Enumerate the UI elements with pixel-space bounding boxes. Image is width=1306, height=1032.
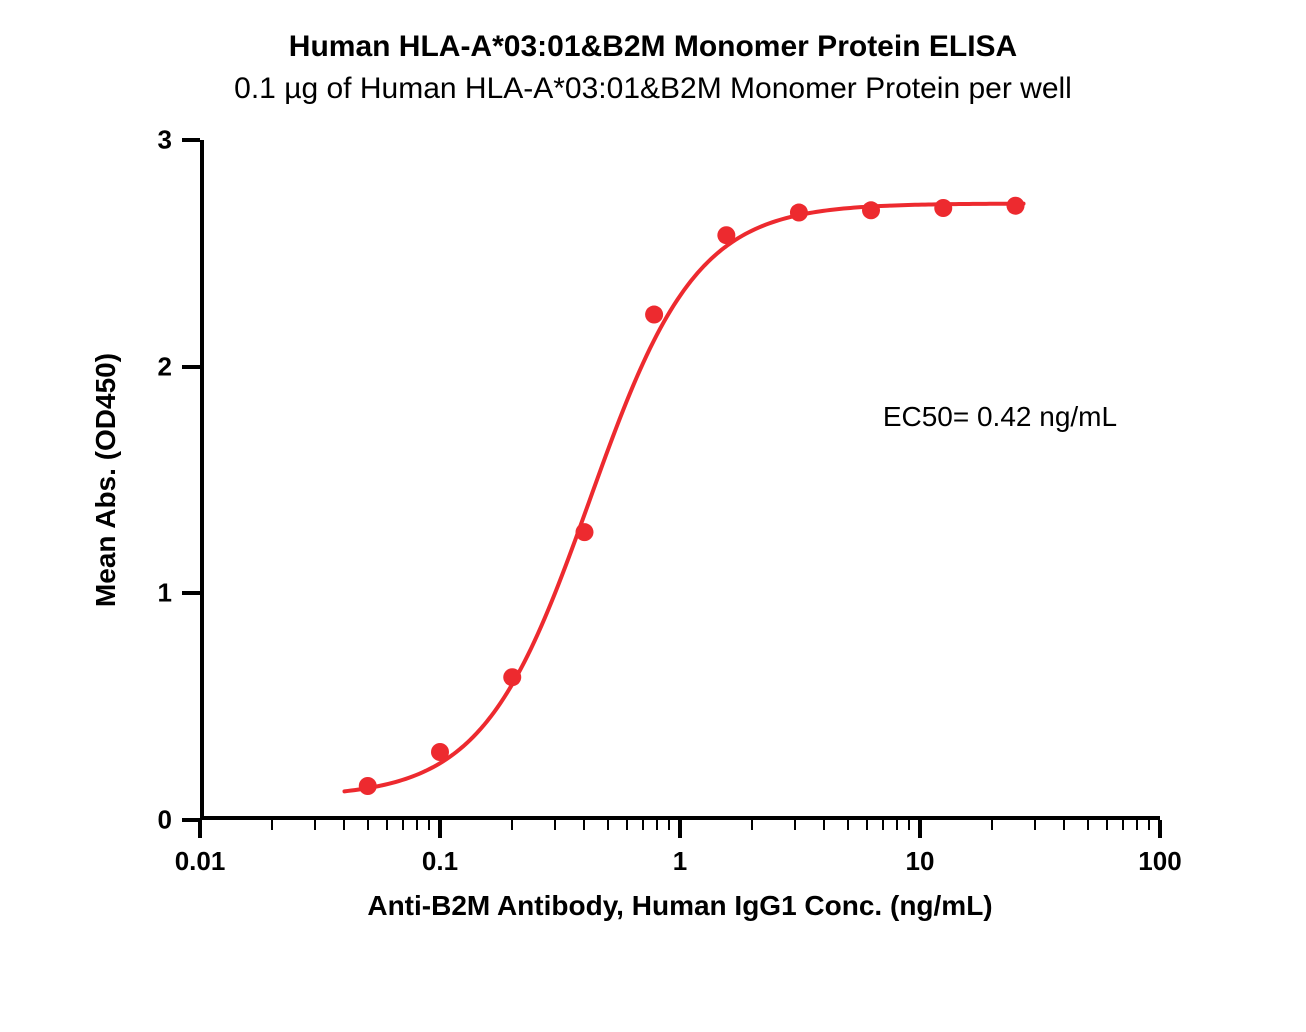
- chart-subtitle: 0.1 µg of Human HLA-A*03:01&B2M Monomer …: [0, 72, 1306, 106]
- ec50-annotation: EC50= 0.42 ng/mL: [883, 401, 1117, 433]
- y-axis-label: Mean Abs. (OD450): [90, 140, 122, 820]
- x-tick-label: 0.01: [175, 846, 226, 877]
- fit-curve: [344, 204, 1023, 792]
- plot-area: [200, 140, 1160, 820]
- data-point: [790, 204, 808, 222]
- data-point: [934, 199, 952, 217]
- data-point: [359, 777, 377, 795]
- data-point: [431, 743, 449, 761]
- y-tick-label: 0: [142, 805, 172, 836]
- x-tick-label: 100: [1138, 846, 1181, 877]
- x-tick-label: 10: [906, 846, 935, 877]
- data-point: [1007, 197, 1025, 215]
- data-point: [503, 668, 521, 686]
- chart-title: Human HLA-A*03:01&B2M Monomer Protein EL…: [0, 30, 1306, 64]
- x-axis-label: Anti-B2M Antibody, Human IgG1 Conc. (ng/…: [200, 890, 1160, 922]
- y-tick-label: 1: [142, 578, 172, 609]
- x-tick-label: 1: [673, 846, 687, 877]
- figure-root: Human HLA-A*03:01&B2M Monomer Protein EL…: [0, 0, 1306, 1032]
- data-overlay: [200, 140, 1160, 820]
- data-point: [717, 226, 735, 244]
- x-tick-label: 0.1: [422, 846, 458, 877]
- data-point: [575, 523, 593, 541]
- data-point: [645, 306, 663, 324]
- y-tick-label: 3: [142, 125, 172, 156]
- data-point: [862, 201, 880, 219]
- y-tick-label: 2: [142, 351, 172, 382]
